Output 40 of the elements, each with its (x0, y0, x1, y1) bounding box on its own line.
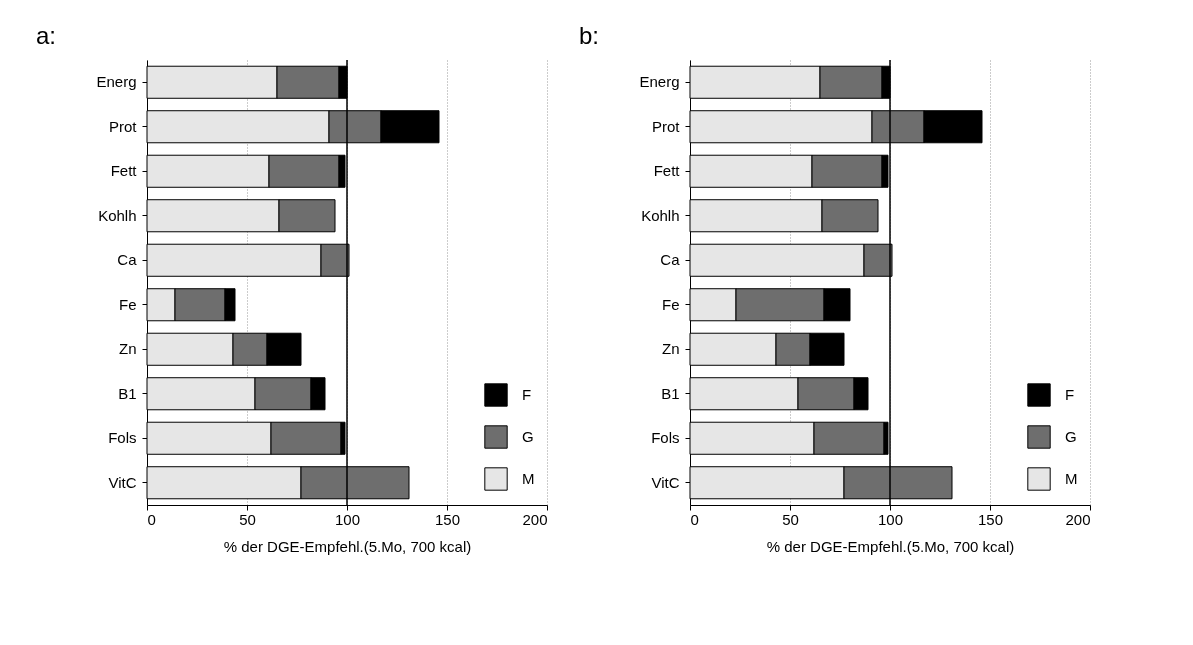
y-tick-label: B1 (118, 384, 137, 402)
x-tick-label: 0 (147, 510, 156, 528)
y-tick-label: Prot (651, 117, 681, 135)
legend-label: G (522, 428, 534, 445)
y-tick-label: Fett (653, 162, 681, 180)
x-tick-label: 150 (977, 510, 1004, 528)
y-tick-label: VitC (108, 473, 137, 491)
y-tick-label: Energ (639, 73, 680, 91)
x-axis-title: % der DGE-Empfehl.(5.Mo, 700 kcal) (223, 537, 472, 555)
x-tick-label: 150 (434, 510, 461, 528)
y-tick-label: Zn (118, 340, 137, 358)
y-tick-label: VitC (651, 473, 680, 491)
x-tick-label: 0 (690, 510, 699, 528)
x-tick-label: 50 (239, 510, 256, 528)
y-tick-label: Fett (110, 162, 138, 180)
x-tick-label: 100 (877, 510, 904, 528)
y-tick-label: Fe (118, 295, 137, 313)
y-tick-label: Prot (108, 117, 138, 135)
chart-title: b: (578, 22, 599, 50)
legend-label: M (522, 470, 535, 487)
y-tick-label: Ca (660, 251, 681, 269)
x-axis-title: % der DGE-Empfehl.(5.Mo, 700 kcal) (766, 537, 1015, 555)
legend-label: F (522, 386, 532, 403)
y-tick-label: Fols (651, 429, 680, 447)
y-tick-label: Energ (96, 73, 137, 91)
y-tick-label: Fols (108, 429, 137, 447)
y-tick-label: Ca (117, 251, 138, 269)
y-tick-label: Zn (661, 340, 680, 358)
x-tick-label: 200 (1065, 510, 1091, 528)
y-tick-label: Fe (661, 295, 680, 313)
x-tick-label: 100 (334, 510, 361, 528)
x-tick-label: 50 (782, 510, 799, 528)
chart-title: a: (35, 22, 56, 50)
y-tick-label: Kohlh (98, 206, 137, 224)
legend-label: G (1065, 428, 1077, 445)
x-tick-label: 200 (522, 510, 548, 528)
y-tick-label: Kohlh (641, 206, 680, 224)
legend-label: F (1065, 386, 1075, 403)
y-tick-label: B1 (661, 384, 680, 402)
legend-label: M (1065, 470, 1078, 487)
